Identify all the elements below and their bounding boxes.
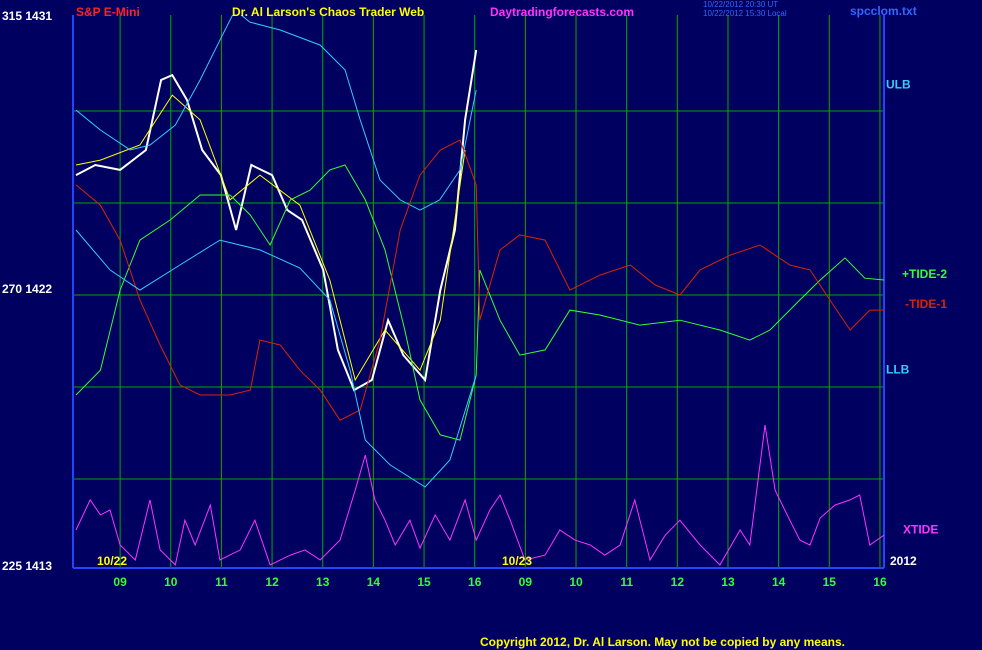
series-line bbox=[75, 15, 477, 211]
chart-title: S&P E-Mini bbox=[76, 5, 140, 19]
x-tick-label: 10 bbox=[164, 575, 178, 589]
date-label: 10/22 bbox=[97, 554, 127, 568]
x-tick-label: 13 bbox=[721, 575, 735, 589]
copyright: Copyright 2012, Dr. Al Larson. May not b… bbox=[480, 635, 845, 649]
series-line bbox=[75, 94, 466, 382]
subtitle: Dr. Al Larson's Chaos Trader Web bbox=[232, 5, 424, 19]
series-group bbox=[75, 15, 884, 566]
series-line bbox=[75, 164, 884, 441]
date-label: 10/23 bbox=[502, 554, 532, 568]
series-line bbox=[75, 229, 477, 488]
x-tick-label: 10 bbox=[569, 575, 583, 589]
x-tick-label: 15 bbox=[823, 575, 837, 589]
x-tick-label: 16 bbox=[468, 575, 482, 589]
file-name: spcclom.txt bbox=[850, 4, 917, 18]
x-tick-label: 14 bbox=[772, 575, 786, 589]
series-line bbox=[75, 425, 884, 566]
y-tick-label: 315 1431 bbox=[2, 9, 52, 23]
x-tick-label: 15 bbox=[417, 575, 431, 589]
series-label: +TIDE-2 bbox=[902, 267, 947, 281]
y-tick-label: 270 1422 bbox=[2, 282, 52, 296]
series-label: XTIDE bbox=[903, 522, 938, 536]
grid bbox=[73, 15, 884, 568]
y-tick-label: 225 1413 bbox=[2, 559, 52, 573]
site: Daytradingforecasts.com bbox=[490, 5, 634, 19]
x-tick-label: 14 bbox=[367, 575, 381, 589]
x-tick-label: 09 bbox=[519, 575, 533, 589]
series-line bbox=[75, 139, 884, 421]
series-line bbox=[75, 49, 478, 392]
x-tick-label: 09 bbox=[113, 575, 127, 589]
x-tick-label: 11 bbox=[620, 575, 633, 589]
series-label: -TIDE-1 bbox=[905, 297, 947, 311]
year-label: 2012 bbox=[890, 554, 917, 568]
x-tick-label: 13 bbox=[316, 575, 330, 589]
x-tick-label: 12 bbox=[671, 575, 685, 589]
x-tick-label: 12 bbox=[265, 575, 279, 589]
timestamp: 10/22/2012 15:30 Local bbox=[703, 9, 787, 18]
series-label: ULB bbox=[886, 77, 911, 91]
x-tick-label: 11 bbox=[215, 575, 228, 589]
series-label: LLB bbox=[886, 362, 910, 376]
timestamp: 10/22/2012 20:30 UT bbox=[703, 0, 778, 9]
x-tick-label: 16 bbox=[873, 575, 887, 589]
